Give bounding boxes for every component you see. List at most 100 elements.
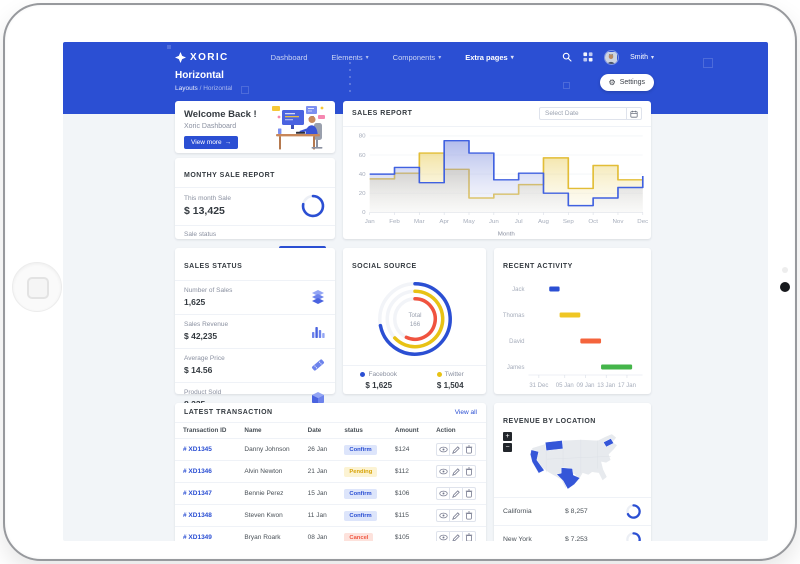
- action-buttons: [436, 531, 477, 541]
- delete-icon: [465, 533, 473, 541]
- edit-icon: [452, 511, 460, 520]
- status-row-label: Average Price: [184, 355, 225, 362]
- svg-text:166: 166: [409, 321, 420, 328]
- edit-button[interactable]: [449, 531, 464, 541]
- svg-text:May: May: [463, 219, 475, 225]
- apps-grid-icon[interactable]: [583, 52, 593, 62]
- state-new-york[interactable]: [603, 438, 615, 448]
- svg-text:Month: Month: [498, 232, 515, 238]
- location-progress-donut: [626, 504, 641, 519]
- legend-dot: [360, 372, 366, 377]
- brand-logo[interactable]: XORIC: [175, 51, 229, 63]
- state-texas[interactable]: [556, 467, 581, 490]
- legend-item-twitter: Twitter $ 1,504: [415, 366, 487, 396]
- sales-status-row: Number of Sales 1,625: [175, 281, 335, 315]
- eye-icon: [438, 512, 448, 519]
- transaction-id-link[interactable]: # XD1348: [183, 512, 212, 519]
- view-button[interactable]: [436, 531, 451, 541]
- col-action: Action: [428, 422, 486, 439]
- transaction-name: Alvin Newton: [236, 460, 300, 483]
- col-amount: Amount: [386, 422, 429, 439]
- col-status: status: [336, 422, 387, 439]
- calendar-icon: [630, 110, 638, 118]
- svg-text:Aug: Aug: [538, 219, 549, 225]
- state-california[interactable]: [530, 449, 545, 474]
- status-row-value: $ 42,235: [184, 331, 218, 341]
- page-title: Horizontal: [175, 70, 224, 81]
- map-zoom-in-button[interactable]: +: [503, 432, 512, 441]
- home-button[interactable]: [12, 262, 62, 312]
- chevron-down-icon: ▾: [510, 54, 514, 61]
- settings-button[interactable]: ⚙ Settings: [599, 74, 654, 91]
- nav-item-extra-pages[interactable]: Extra pages ▾: [465, 53, 514, 62]
- nav-item-components[interactable]: Components ▾: [393, 53, 442, 62]
- sales-status-card: Sales Status Number of Sales 1,625 Sales…: [175, 248, 335, 409]
- chevron-down-icon: ▾: [650, 54, 654, 61]
- svg-text:Jun: Jun: [489, 219, 499, 225]
- us-map[interactable]: [516, 431, 642, 491]
- user-avatar[interactable]: [604, 49, 620, 65]
- transaction-id-link[interactable]: # XD1349: [183, 534, 212, 541]
- view-button[interactable]: [436, 443, 451, 456]
- view-all-link[interactable]: View all: [454, 409, 477, 416]
- social-source-chart: Total 166: [377, 282, 452, 356]
- delete-button[interactable]: [462, 465, 477, 478]
- edit-icon: [452, 533, 460, 541]
- delete-button[interactable]: [462, 509, 477, 522]
- chevron-down-icon: ▾: [365, 54, 369, 61]
- edit-button[interactable]: [449, 443, 464, 456]
- transaction-date: 08 Jan: [299, 526, 337, 541]
- edit-button[interactable]: [449, 509, 464, 522]
- deco-square: [167, 45, 171, 49]
- nav-item-label: Components: [392, 52, 436, 62]
- nav-item-elements[interactable]: Elements ▾: [331, 53, 368, 62]
- social-source-title: Social Source: [352, 263, 417, 270]
- transaction-id-link[interactable]: # XD1346: [183, 468, 212, 475]
- us-map-container: + −: [494, 431, 651, 493]
- status-row-label: Number of Sales: [184, 287, 233, 294]
- state-montana[interactable]: [544, 440, 564, 451]
- transaction-row: # XD1346 Alvin Newton 21 Jan Pending $112: [175, 460, 486, 483]
- svg-text:20: 20: [359, 191, 366, 197]
- location-progress-donut: [626, 532, 641, 541]
- transaction-id-link[interactable]: # XD1345: [183, 446, 212, 453]
- svg-text:Total: Total: [408, 312, 421, 319]
- transaction-amount: $112: [386, 460, 429, 483]
- deco-dot: [349, 69, 351, 71]
- welcome-title: Welcome Back !: [184, 109, 257, 120]
- transaction-id-link[interactable]: # XD1347: [183, 490, 212, 497]
- breadcrumb-current: Horizontal: [203, 85, 233, 92]
- location-name: New York: [503, 536, 532, 541]
- delete-button[interactable]: [462, 531, 477, 541]
- nav-item-label: Elements: [331, 52, 363, 62]
- monthly-progress-donut: [301, 194, 325, 218]
- transaction-amount: $124: [386, 438, 429, 461]
- search-icon[interactable]: [562, 52, 572, 62]
- col-date: Date: [299, 422, 337, 439]
- view-button[interactable]: [436, 509, 451, 522]
- map-zoom-out-button[interactable]: −: [503, 443, 512, 452]
- breadcrumb-separator: /: [199, 85, 202, 92]
- settings-label: Settings: [619, 79, 645, 86]
- camera-dot: [780, 267, 790, 292]
- user-menu[interactable]: Smith ▾: [630, 54, 654, 61]
- view-button[interactable]: [436, 465, 451, 478]
- edit-button[interactable]: [449, 465, 464, 478]
- calendar-button[interactable]: [627, 107, 642, 120]
- deco-square: [241, 86, 249, 94]
- status-row-value: 1,625: [184, 297, 206, 307]
- breadcrumb-parent[interactable]: Layouts: [175, 85, 198, 92]
- svg-text:Jul: Jul: [515, 219, 523, 225]
- tablet-frame: XORIC Dashboard Elements ▾ Components ▾ Extra…: [3, 3, 797, 561]
- select-date-input[interactable]: [539, 107, 627, 120]
- delete-button[interactable]: [462, 487, 477, 500]
- view-button[interactable]: [436, 487, 451, 500]
- col-transaction-id: Transaction ID: [175, 422, 237, 439]
- edit-button[interactable]: [449, 487, 464, 500]
- action-buttons: [436, 509, 477, 522]
- nav-item-dashboard[interactable]: Dashboard: [271, 53, 308, 62]
- edit-icon: [452, 467, 460, 476]
- welcome-view-more-button[interactable]: View more →: [184, 136, 239, 149]
- svg-text:Jan: Jan: [365, 219, 375, 225]
- delete-button[interactable]: [462, 443, 477, 456]
